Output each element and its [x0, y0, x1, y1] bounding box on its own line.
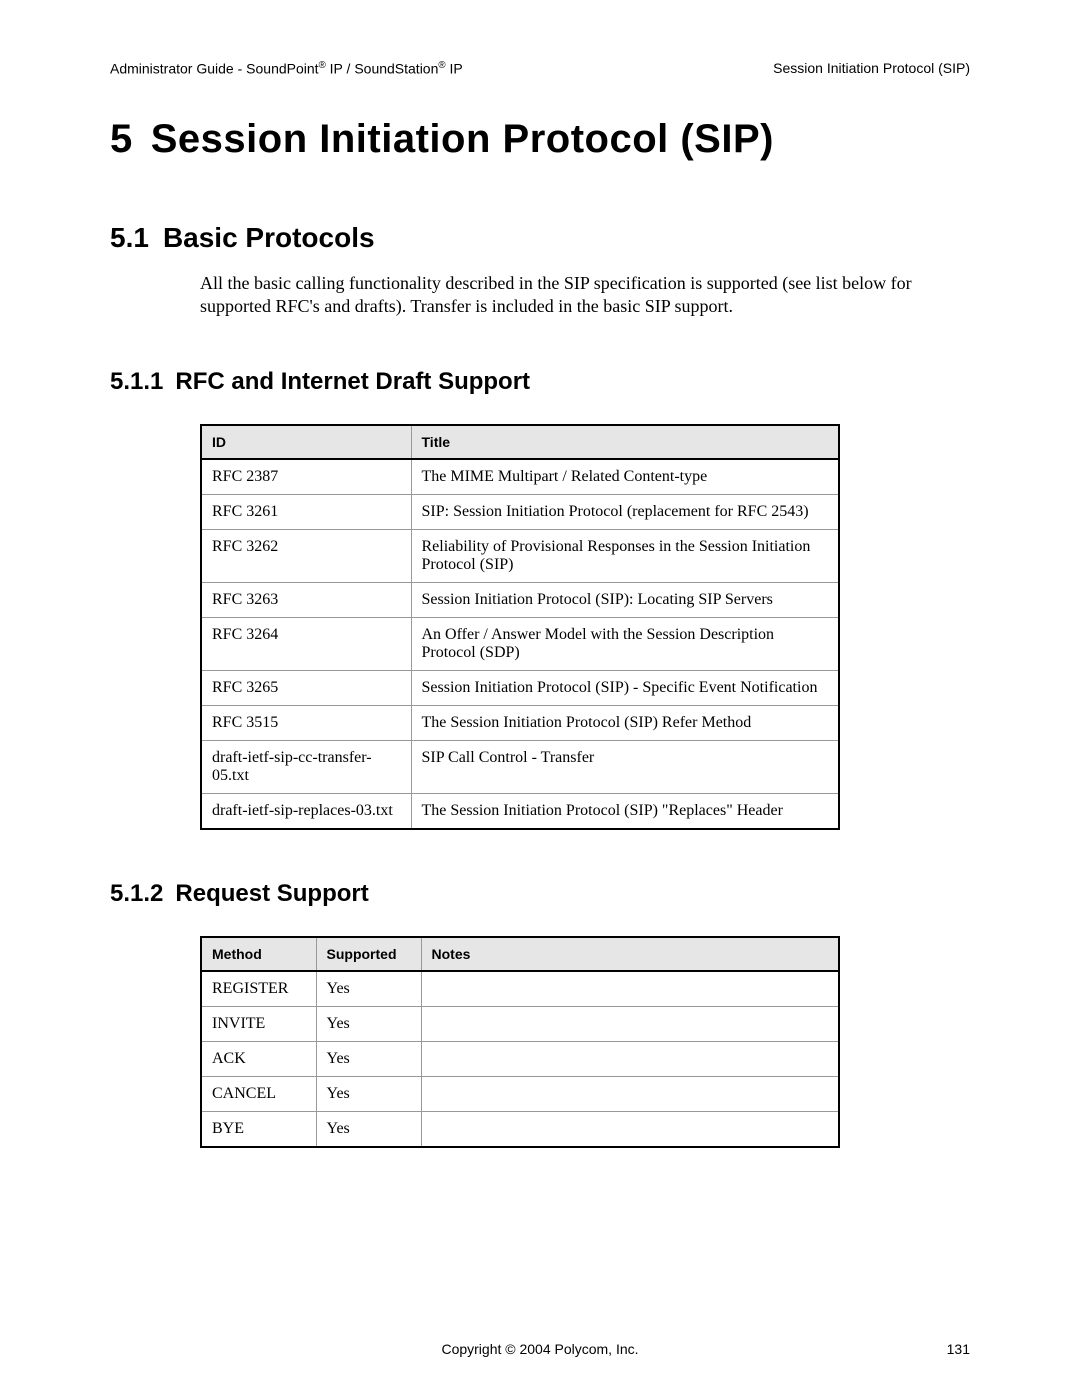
rh-left-suffix: IP — [446, 61, 463, 77]
rh-left-prefix: Administrator Guide - SoundPoint — [110, 61, 319, 77]
cell: Yes — [316, 1042, 421, 1077]
cell: SIP Call Control - Transfer — [411, 741, 839, 794]
rfc-table-wrap: ID Title RFC 2387The MIME Multipart / Re… — [200, 424, 970, 830]
cell: RFC 3515 — [201, 706, 411, 741]
chapter-title: Session Initiation Protocol (SIP) — [151, 117, 774, 161]
cell: An Offer / Answer Model with the Session… — [411, 618, 839, 671]
table-row: BYEYes — [201, 1112, 839, 1148]
table-row: RFC 3265Session Initiation Protocol (SIP… — [201, 671, 839, 706]
table-row: INVITEYes — [201, 1007, 839, 1042]
table-row: draft-ietf-sip-replaces-03.txtThe Sessio… — [201, 794, 839, 830]
subsection-number: 5.1.2 — [110, 880, 163, 907]
table-row: CANCELYes — [201, 1077, 839, 1112]
request-table: Method Supported Notes REGISTERYes INVIT… — [200, 936, 840, 1148]
table-header-row: Method Supported Notes — [201, 937, 839, 971]
section-5-1-body: All the basic calling functionality desc… — [200, 272, 970, 319]
chapter-heading: 5 Session Initiation Protocol (SIP) — [110, 117, 970, 162]
cell — [421, 1077, 839, 1112]
cell: RFC 3265 — [201, 671, 411, 706]
table-row: RFC 3263Session Initiation Protocol (SIP… — [201, 583, 839, 618]
table-row: RFC 3262Reliability of Provisional Respo… — [201, 530, 839, 583]
section-number: 5.1 — [110, 222, 149, 253]
col-method: Method — [201, 937, 316, 971]
registered-icon: ® — [438, 60, 445, 71]
cell: Yes — [316, 1007, 421, 1042]
table-header-row: ID Title — [201, 425, 839, 459]
cell: Yes — [316, 1112, 421, 1148]
cell: RFC 3263 — [201, 583, 411, 618]
col-id: ID — [201, 425, 411, 459]
cell: The Session Initiation Protocol (SIP) Re… — [411, 706, 839, 741]
cell — [421, 1112, 839, 1148]
cell: draft-ietf-sip-replaces-03.txt — [201, 794, 411, 830]
cell: BYE — [201, 1112, 316, 1148]
cell: RFC 2387 — [201, 459, 411, 495]
table-row: RFC 3515The Session Initiation Protocol … — [201, 706, 839, 741]
cell: RFC 3262 — [201, 530, 411, 583]
table-row: REGISTERYes — [201, 971, 839, 1007]
col-notes: Notes — [421, 937, 839, 971]
cell: CANCEL — [201, 1077, 316, 1112]
running-head-right: Session Initiation Protocol (SIP) — [773, 60, 970, 77]
cell: ACK — [201, 1042, 316, 1077]
section-5-1-2-heading: 5.1.2 Request Support — [110, 880, 970, 908]
table-row: draft-ietf-sip-cc-transfer-05.txtSIP Cal… — [201, 741, 839, 794]
request-table-wrap: Method Supported Notes REGISTERYes INVIT… — [200, 936, 970, 1148]
cell: SIP: Session Initiation Protocol (replac… — [411, 495, 839, 530]
copyright: Copyright © 2004 Polycom, Inc. — [441, 1341, 638, 1357]
rh-left-mid: IP / SoundStation — [326, 61, 439, 77]
cell: Session Initiation Protocol (SIP): Locat… — [411, 583, 839, 618]
cell — [421, 971, 839, 1007]
cell — [421, 1042, 839, 1077]
subsection-title: Request Support — [175, 880, 368, 907]
table-row: RFC 3264An Offer / Answer Model with the… — [201, 618, 839, 671]
chapter-number: 5 — [110, 117, 133, 161]
section-5-1-heading: 5.1 Basic Protocols — [110, 222, 970, 254]
cell: Reliability of Provisional Responses in … — [411, 530, 839, 583]
cell: REGISTER — [201, 971, 316, 1007]
cell: The MIME Multipart / Related Content-typ… — [411, 459, 839, 495]
table-row: RFC 3261SIP: Session Initiation Protocol… — [201, 495, 839, 530]
cell: Yes — [316, 971, 421, 1007]
subsection-number: 5.1.1 — [110, 368, 163, 395]
table-row: RFC 2387The MIME Multipart / Related Con… — [201, 459, 839, 495]
cell: Session Initiation Protocol (SIP) - Spec… — [411, 671, 839, 706]
cell: The Session Initiation Protocol (SIP) "R… — [411, 794, 839, 830]
footer: Copyright © 2004 Polycom, Inc. 131 — [110, 1341, 970, 1357]
cell: RFC 3261 — [201, 495, 411, 530]
col-supported: Supported — [316, 937, 421, 971]
cell: draft-ietf-sip-cc-transfer-05.txt — [201, 741, 411, 794]
section-5-1-1-heading: 5.1.1 RFC and Internet Draft Support — [110, 368, 970, 396]
section-title: Basic Protocols — [163, 222, 375, 253]
rfc-table: ID Title RFC 2387The MIME Multipart / Re… — [200, 424, 840, 830]
cell — [421, 1007, 839, 1042]
running-head: Administrator Guide - SoundPoint® IP / S… — [110, 60, 970, 77]
col-title: Title — [411, 425, 839, 459]
cell: INVITE — [201, 1007, 316, 1042]
page: Administrator Guide - SoundPoint® IP / S… — [0, 0, 1080, 1397]
page-number: 131 — [947, 1341, 970, 1357]
cell: Yes — [316, 1077, 421, 1112]
subsection-title: RFC and Internet Draft Support — [175, 368, 530, 395]
cell: RFC 3264 — [201, 618, 411, 671]
running-head-left: Administrator Guide - SoundPoint® IP / S… — [110, 60, 463, 77]
registered-icon: ® — [319, 60, 326, 71]
table-row: ACKYes — [201, 1042, 839, 1077]
